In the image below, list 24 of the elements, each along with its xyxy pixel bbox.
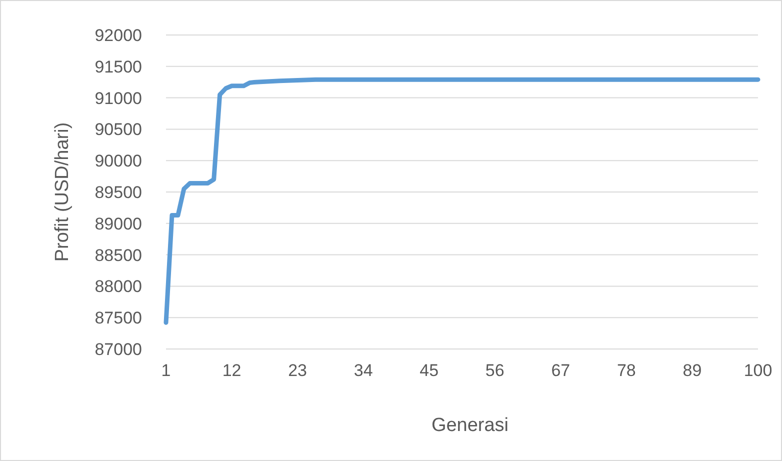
y-tick-label: 89500	[94, 182, 142, 202]
x-tick-label: 56	[485, 361, 504, 380]
x-tick-label: 1	[161, 361, 171, 380]
x-axis-title: Generasi	[431, 415, 509, 436]
y-tick-label: 87000	[94, 340, 142, 359]
x-tick-label: 78	[616, 361, 636, 380]
y-axis-title: Profit (USD/hari)	[52, 122, 73, 262]
y-tick-label: 88000	[94, 277, 142, 296]
y-tick-label: 91500	[94, 57, 142, 76]
y-tick-label: 92000	[94, 26, 142, 45]
x-tick-label: 23	[288, 361, 308, 380]
y-tick-label: 87500	[94, 308, 142, 328]
x-tick-label: 89	[682, 361, 702, 380]
y-tick-label: 88500	[94, 246, 142, 265]
x-tick-label: 34	[354, 361, 373, 380]
y-tick-label: 90000	[94, 152, 142, 171]
x-tick-label: 100	[744, 361, 772, 380]
x-tick-label: 45	[420, 361, 439, 380]
line-series	[164, 77, 760, 325]
x-tick-label: 67	[551, 361, 570, 380]
x-tick-label: 12	[222, 361, 242, 380]
y-tick-label: 90500	[94, 120, 142, 140]
y-tick-label: 89000	[94, 214, 142, 234]
y-tick-label: 91000	[94, 88, 142, 108]
